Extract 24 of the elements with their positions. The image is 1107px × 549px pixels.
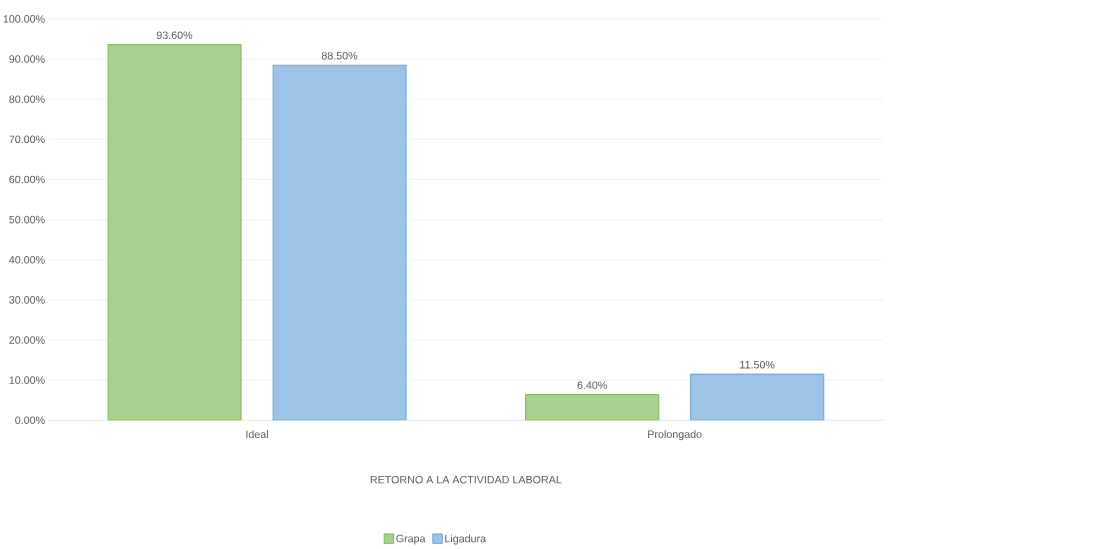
legend-label: Grapa [396,534,426,545]
data-label: 93.60% [156,31,193,39]
y-tick-label: 30.00% [9,295,45,304]
y-tick-label: 100.00% [3,15,45,23]
y-tick-label: 60.00% [9,175,45,184]
data-label: 11.50% [740,360,775,369]
x-tick-label: Ideal [246,430,268,438]
y-tick-label: 50.00% [9,215,45,224]
x-tick-label: Prolongado [648,430,702,441]
y-tick-label: 0.00% [15,416,45,424]
bar [107,44,242,421]
bar [272,64,407,421]
data-label: 88.50% [321,51,358,60]
y-tick-label: 80.00% [9,95,45,103]
y-tick-label: 70.00% [9,135,45,144]
y-tick-label: 90.00% [9,55,45,63]
bar [525,394,660,421]
y-tick-label: 10.00% [9,376,45,384]
bar [690,373,825,421]
x-axis-title: RETORNO A LA ACTIVIDAD LABORAL [370,475,562,484]
legend-label: Ligadura [445,534,487,545]
data-label: 6.40% [577,381,607,389]
y-tick-label: 20.00% [9,336,45,344]
y-tick-label: 40.00% [9,255,45,264]
